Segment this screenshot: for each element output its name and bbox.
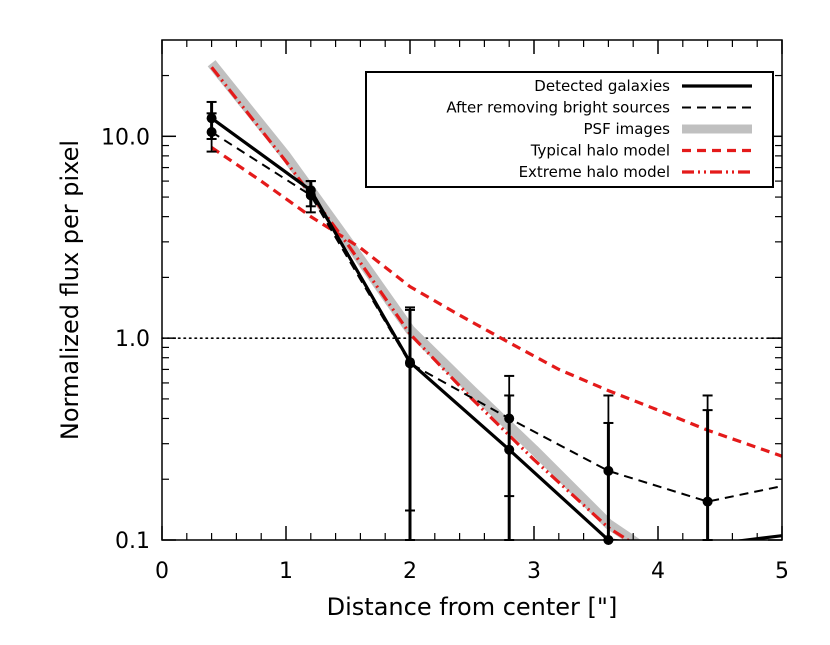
legend: Detected galaxies After removing bright s… [365,71,774,188]
tick-label-layer: 0 1 2 3 4 5 0.1 1.0 10.0 [101,125,789,584]
series-line-detected-galaxies [210,116,782,540]
data-point-marker [405,357,415,368]
y-tick-label: 10.0 [101,125,150,150]
x-axis-title: Distance from center ["] [327,593,618,621]
legend-label: Detected galaxies [534,77,670,95]
x-tick-label: 1 [279,559,293,584]
series-line-typical-halo-model [210,146,782,458]
legend-label: Typical halo model [530,142,670,160]
x-tick-label: 5 [775,559,789,584]
error-bar-layer [206,100,713,545]
y-tick-label: 0.1 [115,529,150,554]
y-tick-label: 1.0 [115,327,150,352]
legend-label: PSF images [584,120,671,138]
data-point-marker [206,113,217,124]
x-tick-label: 3 [527,559,541,584]
x-tick-label: 4 [651,559,665,584]
series-line-psf-images [207,60,641,540]
tick-layer [161,40,783,541]
legend-label: After removing bright sources [446,99,670,117]
data-point-marker [504,444,515,455]
x-tick-label: 0 [155,559,169,584]
legend-label: Extreme halo model [519,163,670,181]
data-point-marker [305,185,316,196]
plot-frame [161,39,783,541]
y-axis-title: Normalized flux per pixel [56,140,84,440]
series-line-extreme-halo-model [210,66,631,540]
x-tick-label: 2 [403,559,417,584]
